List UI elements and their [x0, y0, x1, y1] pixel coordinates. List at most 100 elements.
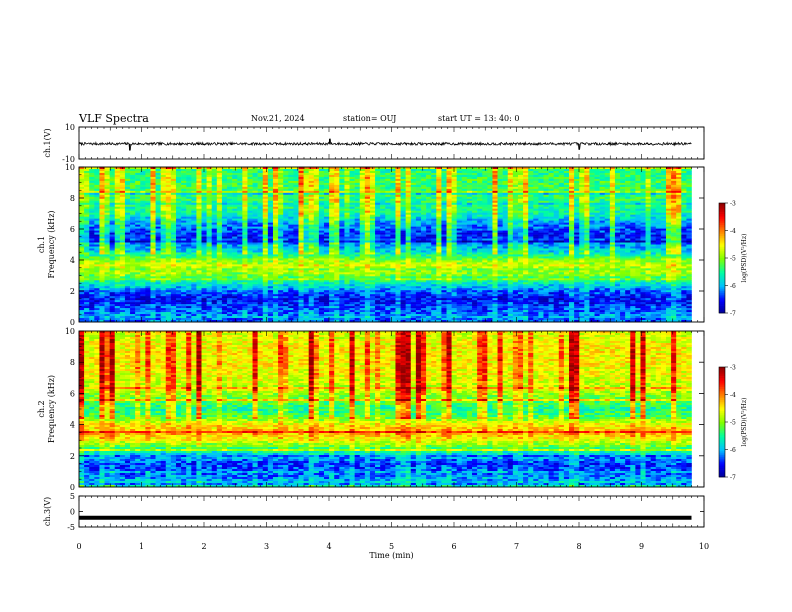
ch1-spectrogram-cell — [584, 218, 590, 221]
ch1-spectrogram-cell — [364, 222, 371, 225]
ch1-spectrogram-cell — [170, 178, 177, 182]
ch1-spectrogram-cell — [114, 186, 121, 190]
ch1-spectrogram-cell — [288, 182, 294, 186]
ch1-spectrogram-cell — [252, 178, 258, 182]
ch1-spectrogram-cell — [614, 194, 621, 198]
ch1-spectrogram-cell — [466, 236, 473, 239]
ch1-spectrogram-cell — [461, 244, 468, 247]
ch1-spectrogram-cell — [303, 202, 309, 206]
ch1-spectrogram-cell — [94, 176, 100, 180]
ch1-spectrogram-cell — [614, 212, 621, 215]
ch1-spectrogram-cell — [334, 212, 340, 215]
ch1-spectrogram-cell — [181, 180, 187, 184]
ch1-spectrogram-cell — [686, 220, 692, 223]
ch1-spectrogram-cell — [94, 248, 100, 251]
ch1-spectrogram-cell — [278, 228, 284, 231]
ch1-spectrogram-cell — [400, 224, 406, 227]
ch1-spectrogram-cell — [563, 214, 570, 217]
ch1-spectrogram-cell — [630, 208, 636, 212]
ch1-spectrogram-cell — [170, 188, 177, 192]
ch1-spectrogram-cell — [385, 192, 391, 196]
ch1-spectrogram-cell — [400, 212, 406, 215]
ch1-spectrogram-cell — [329, 186, 335, 190]
ch1-spectrogram-cell — [329, 180, 335, 184]
ch1-spectrogram-cell — [543, 176, 549, 180]
ch1-spectrogram-cell — [665, 246, 672, 249]
ch1-spectrogram-cell — [278, 206, 284, 210]
ch1-spectrogram-cell — [660, 246, 667, 249]
ch1-spectrogram-cell — [324, 194, 330, 198]
ch1-spectrogram-cell — [278, 248, 284, 251]
ch1-spectrogram-cell — [262, 186, 269, 190]
ch1-spectrogram-cell — [140, 196, 146, 200]
ch1-spectrogram-cell — [227, 200, 233, 204]
ch1-spectrogram-cell — [206, 216, 212, 219]
ch1-spectrogram-cell — [492, 170, 498, 174]
ch1-spectrogram-cell — [431, 194, 437, 198]
ch1-spectrogram-cell — [349, 192, 355, 196]
ch1-spectrogram-cell — [635, 167, 641, 170]
ch1-spectrogram-cell — [375, 212, 381, 215]
ch1-spectrogram-cell — [497, 218, 503, 221]
ch1-spectrogram-cell — [665, 212, 672, 215]
ch1-spectrogram-cell — [150, 216, 156, 219]
ch1-spectrogram-cell — [257, 218, 264, 221]
ch1-spectrogram-cell — [405, 224, 412, 227]
ch1-spectrogram-cell — [140, 178, 146, 182]
ch1-spectrogram-cell — [313, 248, 320, 251]
ch1-spectrogram-cell — [369, 194, 376, 198]
ch1-spectrogram-cell — [385, 186, 391, 190]
ch1-spectrogram-cell — [640, 244, 646, 247]
ch1-spectrogram-cell — [579, 218, 585, 221]
ch1-spectrogram-cell — [410, 198, 417, 202]
ch1-spectrogram-cell — [609, 186, 616, 190]
ch1-spectrogram-cell — [196, 198, 202, 202]
ch1-spectrogram-cell — [512, 168, 519, 172]
ch1-spectrogram-cell — [89, 178, 95, 182]
ch1-spectrogram-cell — [441, 198, 447, 202]
ch1-spectrogram-cell — [211, 208, 218, 212]
ch1-spectrogram-cell — [278, 194, 284, 198]
ch1-spectrogram-cell — [145, 244, 151, 247]
ch1-spectrogram-cell — [574, 240, 580, 243]
ch1-spectrogram-cell — [676, 246, 682, 249]
ch1-spectrogram-cell — [359, 232, 366, 235]
ch1-spectrogram-cell — [232, 186, 238, 190]
ch1-spectrogram-cell — [569, 176, 575, 180]
ch1-spectrogram-cell — [237, 218, 243, 221]
ch1-spectrogram-cell — [267, 248, 274, 251]
ch1-spectrogram-cell — [308, 176, 315, 180]
ch1-spectrogram-cell — [114, 248, 121, 251]
ch1-spectrogram-cell — [477, 208, 483, 212]
ch1-spectrogram-cell — [283, 248, 289, 251]
ch1-spectrogram-cell — [614, 196, 621, 200]
ch1-spectrogram-cell — [405, 196, 412, 200]
ch1-spectrogram-cell — [104, 210, 110, 214]
ch1-spectrogram-cell — [155, 194, 161, 198]
ch1-spectrogram-cell — [472, 184, 478, 188]
ch1-spectrogram-cell — [681, 170, 687, 174]
ch1-spectrogram-cell — [283, 230, 289, 233]
ch1-spectrogram-cell — [375, 196, 381, 200]
ch1-spectrogram-cell — [84, 180, 90, 184]
ch1-spectrogram-cell — [119, 236, 126, 239]
ch1-spectrogram-cell — [589, 224, 595, 227]
ch1-spectrogram-cell — [517, 200, 524, 204]
ch1-spectrogram-cell — [436, 224, 442, 227]
ch1-spectrogram-cell — [165, 198, 172, 202]
ch1-spectrogram-cell — [211, 218, 218, 221]
ch1-spectrogram-cell — [364, 200, 371, 204]
ch1-spectrogram-cell — [293, 168, 299, 172]
ch1-spectrogram-cell — [676, 228, 682, 231]
ch1-spectrogram-cell — [451, 238, 457, 241]
ch1-spectrogram-cell — [671, 176, 677, 180]
ch1-spectrogram-cell — [446, 200, 452, 204]
ch1-spectrogram-cell — [436, 190, 442, 194]
ch1-spectrogram-cell — [563, 246, 570, 249]
ch1-spectrogram-cell — [589, 188, 595, 192]
ch1-spectrogram-cell — [293, 230, 299, 233]
ch1-spectrogram-cell — [625, 240, 631, 243]
ch1-spectrogram-cell — [528, 246, 534, 249]
ch1-spectrogram-cell — [79, 192, 85, 196]
ch1-spectrogram-cell — [441, 226, 447, 229]
